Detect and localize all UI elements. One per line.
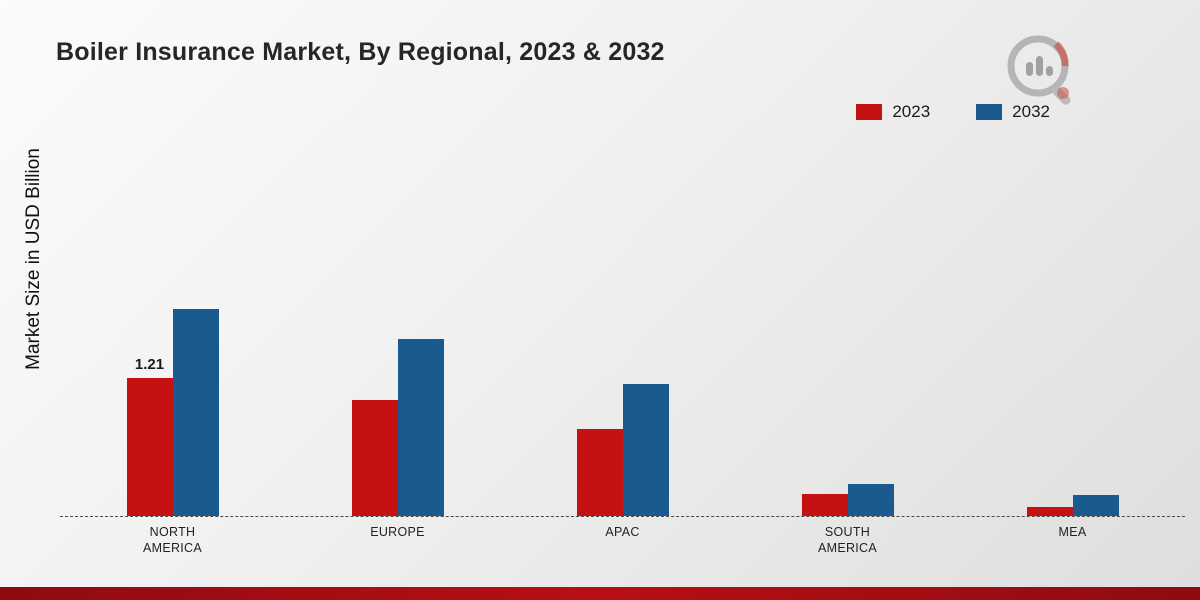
bar-2023-europe [351, 400, 398, 516]
x-axis-baseline [60, 516, 1185, 517]
bar-group-apac: APAC [510, 286, 735, 557]
bar-2032-mea [1072, 495, 1119, 516]
bar-2023-south-america [801, 494, 848, 516]
chart-title: Boiler Insurance Market, By Regional, 20… [56, 38, 665, 66]
bars-north-america: 1.21 [126, 286, 219, 516]
legend-item-2023: 2023 [856, 102, 930, 122]
bars-mea [1026, 286, 1119, 516]
bar-2023-mea [1026, 507, 1073, 516]
bar-groups: 1.21 NORTH AMERICA EUROPE APAC SOUTH AMERICA… [60, 286, 1185, 557]
bars-south-america [801, 286, 894, 516]
category-label-north-america: NORTH AMERICA [142, 525, 203, 556]
legend-swatch-2023 [856, 104, 883, 120]
category-label-europe: EUROPE [370, 525, 425, 539]
bars-apac [576, 286, 669, 516]
bar-2032-europe [397, 339, 444, 516]
bar-2023-north-america: 1.21 [126, 356, 173, 516]
bar-2032-apac [622, 384, 669, 516]
legend-item-2032: 2032 [976, 102, 1050, 122]
bar-2032-south-america [847, 484, 894, 516]
legend-label-2032: 2032 [1012, 102, 1050, 121]
market-research-future-logo [1000, 30, 1082, 112]
category-label-south-america: SOUTH AMERICA [817, 525, 878, 556]
bar-2032-north-america [172, 309, 219, 516]
legend-label-2023: 2023 [892, 102, 931, 121]
legend: 2023 2032 [856, 102, 1050, 122]
bar-group-south-america: SOUTH AMERICA [735, 286, 960, 557]
legend-swatch-2032 [976, 104, 1003, 120]
bars-europe [351, 286, 444, 516]
category-label-mea: MEA [1058, 525, 1087, 539]
bar-group-europe: EUROPE [285, 286, 510, 557]
category-label-apac: APAC [605, 525, 640, 539]
footer-red-strip [0, 587, 1200, 600]
data-label-2023-north-america: 1.21 [134, 356, 165, 373]
bar-2023-apac [576, 429, 623, 516]
y-axis-label: Market Size in USD Billion [23, 148, 44, 370]
plot-area: 1.21 NORTH AMERICA EUROPE APAC SOUTH AMERICA… [60, 286, 1185, 557]
bar-group-mea: MEA [960, 286, 1185, 557]
bar-group-north-america: 1.21 NORTH AMERICA [60, 286, 285, 557]
